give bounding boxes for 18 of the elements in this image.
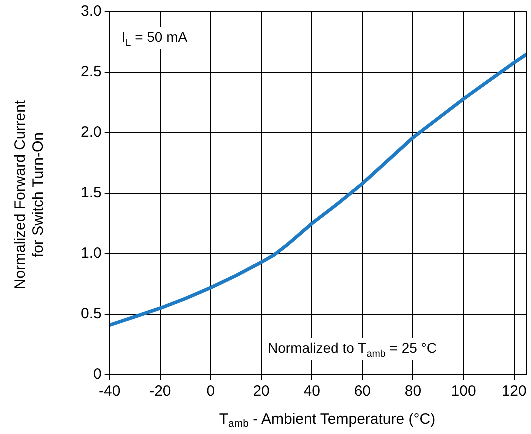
x-tick-label: 80 — [404, 383, 422, 400]
y-axis-title: Normalized Forward Current for Switch Turn-On — [12, 99, 48, 292]
y-tick-label: 2.0 — [80, 124, 102, 142]
x-tick-label: 0 — [206, 383, 216, 400]
y-tick-label: 0.5 — [80, 306, 102, 323]
y-tick-label: 3.0 — [80, 3, 102, 20]
y-tick-label: 0 — [94, 366, 102, 384]
x-tick-label: 20 — [253, 383, 270, 400]
y-tick-label: 2.5 — [80, 64, 102, 81]
y-tick-label: 1.0 — [80, 245, 102, 262]
x-tick-label: -20 — [150, 383, 172, 400]
x-axis-title: T$_{amb}$ - Ambient Temperature (°C) — [218, 411, 437, 430]
x-tick-label: 40 — [304, 383, 320, 400]
y-tick-label: 1.5 — [80, 184, 102, 202]
x-tick-label: 120 — [502, 383, 527, 400]
x-tick-label: 100 — [451, 383, 476, 400]
x-tick-label: 60 — [354, 383, 372, 400]
x-tick-label: -40 — [99, 383, 121, 400]
